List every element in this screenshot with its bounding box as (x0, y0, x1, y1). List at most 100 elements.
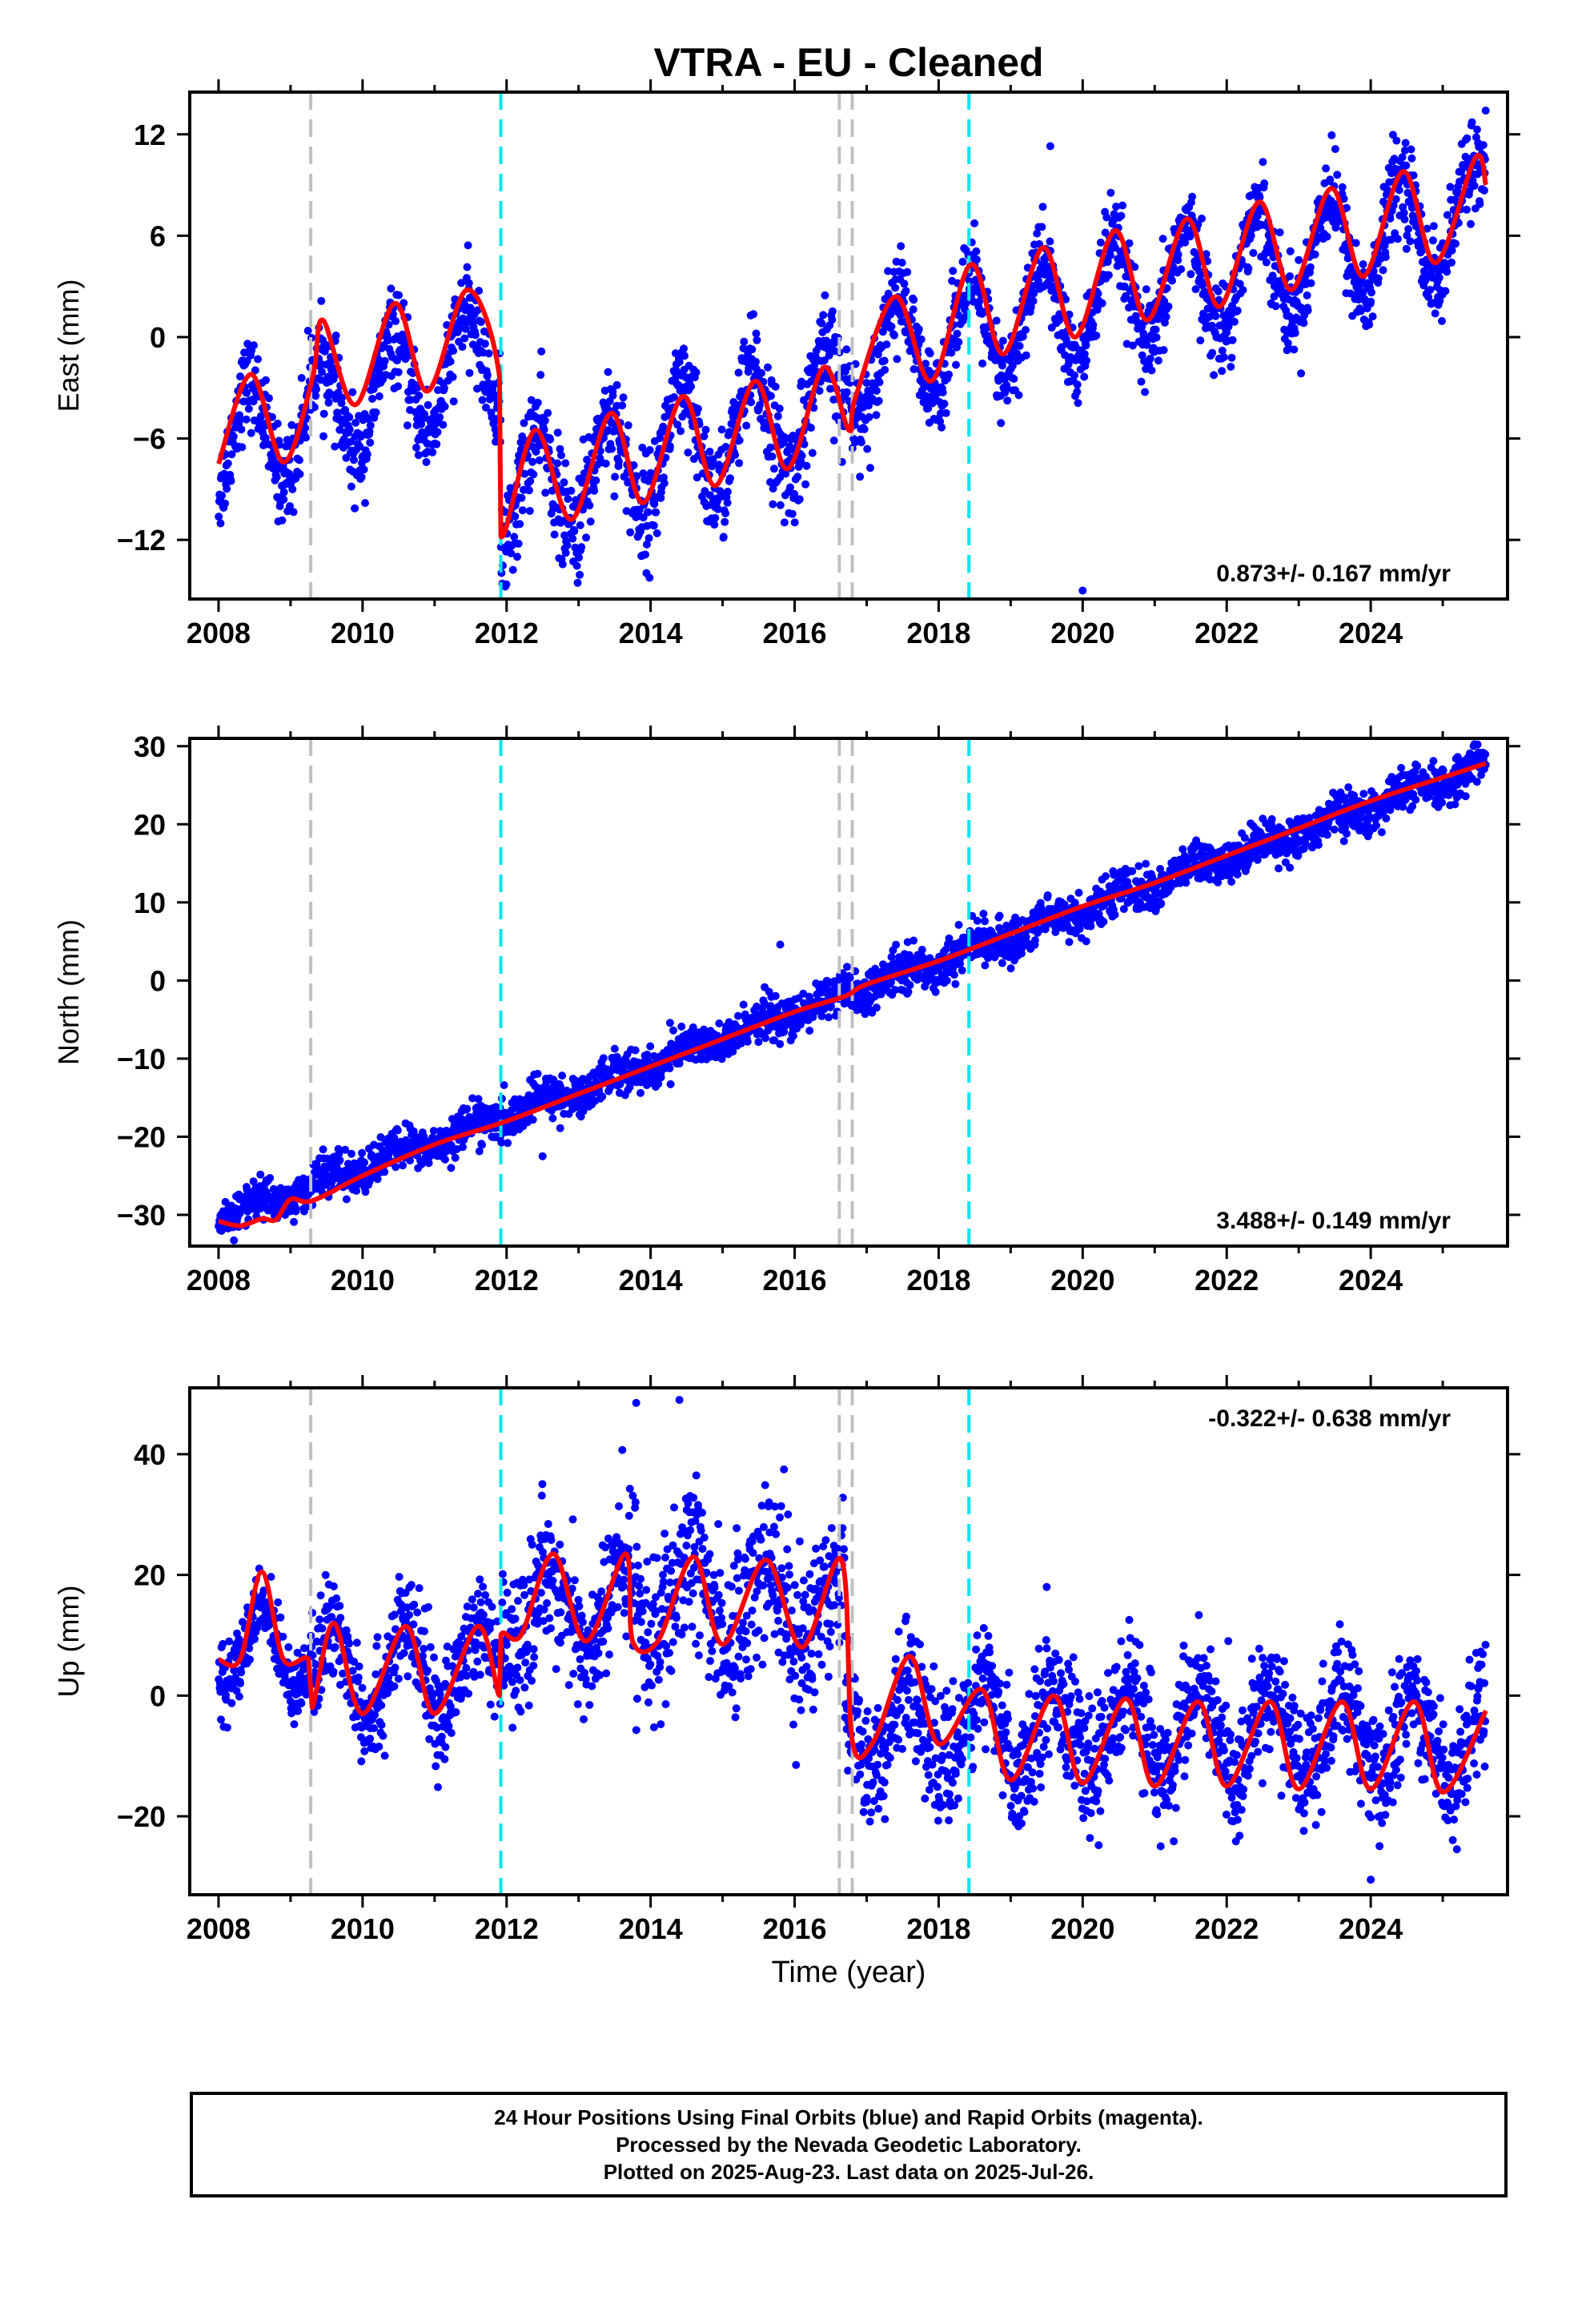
data-point (266, 1174, 275, 1182)
data-point (1128, 341, 1137, 350)
data-point (440, 1155, 449, 1164)
data-point (1428, 236, 1437, 245)
data-point (1303, 291, 1311, 300)
data-point (659, 422, 668, 431)
data-point (1463, 134, 1472, 143)
data-point (921, 360, 930, 368)
data-point (670, 392, 678, 401)
data-point (917, 335, 926, 344)
data-point (448, 372, 457, 381)
data-point (380, 1168, 389, 1176)
data-point (461, 324, 470, 333)
data-point (582, 533, 591, 542)
data-point (769, 500, 777, 509)
data-point (1404, 225, 1413, 233)
data-point (1198, 214, 1206, 223)
data-point (1470, 182, 1479, 190)
data-point (412, 443, 420, 452)
data-point (880, 356, 889, 365)
data-point (535, 456, 544, 464)
data-point (1295, 255, 1303, 264)
data-point (1102, 872, 1110, 881)
data-point (484, 349, 493, 358)
data-point (1080, 372, 1089, 381)
data-point (775, 404, 784, 413)
data-point (319, 432, 327, 440)
data-point (302, 433, 311, 442)
data-point (1082, 937, 1090, 946)
data-point (742, 421, 751, 430)
data-point (639, 469, 648, 478)
data-point (478, 1140, 486, 1149)
data-point (891, 986, 899, 995)
data-point (1075, 925, 1084, 933)
data-point (331, 332, 340, 340)
data-point (845, 974, 854, 983)
data-point (726, 474, 734, 483)
data-point (801, 480, 810, 489)
data-point (475, 1147, 484, 1156)
data-point (393, 1126, 402, 1135)
data-point (520, 419, 528, 428)
data-point (1104, 271, 1113, 279)
data-point (748, 345, 757, 354)
y-tick-label: −12 (117, 524, 166, 557)
data-point (1307, 279, 1315, 287)
data-point (753, 336, 761, 344)
data-point (528, 1116, 537, 1124)
data-point (949, 267, 958, 275)
data-point (710, 521, 719, 529)
data-point (279, 488, 288, 497)
data-point (223, 485, 231, 493)
data-point (1359, 260, 1367, 268)
data-point (1387, 235, 1395, 244)
data-point (1208, 348, 1217, 357)
data-point (243, 388, 251, 397)
data-point (719, 533, 728, 541)
data-point (865, 412, 873, 421)
data-point (952, 360, 960, 369)
data-point (795, 495, 804, 504)
data-point (525, 507, 534, 515)
data-point (776, 1039, 785, 1048)
data-point (604, 368, 612, 376)
data-point (764, 363, 772, 372)
data-point (875, 378, 884, 387)
data-point (380, 356, 389, 365)
data-point (457, 279, 466, 287)
data-point (646, 468, 655, 477)
data-point (356, 432, 365, 441)
data-point (897, 242, 905, 251)
data-point (1008, 361, 1017, 370)
data-point (262, 376, 270, 384)
data-point (954, 920, 963, 929)
data-point (251, 366, 259, 375)
data-point (1402, 161, 1411, 170)
y-tick-label: 0 (150, 321, 166, 354)
data-point (1147, 366, 1156, 375)
data-point (366, 438, 375, 447)
data-point (463, 1104, 472, 1113)
data-point (771, 991, 780, 1000)
data-point (342, 1195, 351, 1204)
x-tick-label: 2012 (475, 617, 539, 649)
data-point (972, 247, 981, 255)
data-point (1395, 186, 1403, 195)
data-point (572, 561, 581, 570)
data-point (942, 976, 951, 985)
data-point (440, 402, 449, 411)
data-point (476, 318, 485, 327)
data-point (366, 421, 375, 430)
data-point (1424, 293, 1433, 301)
data-point (619, 393, 628, 402)
data-point (451, 1153, 460, 1162)
data-point (1327, 131, 1336, 139)
data-point (1291, 328, 1299, 337)
data-point (740, 337, 749, 346)
data-point (1407, 145, 1415, 154)
data-point (1022, 351, 1030, 360)
data-point (299, 1207, 308, 1216)
data-point (244, 404, 253, 413)
data-point (769, 485, 777, 493)
data-point (926, 349, 934, 358)
